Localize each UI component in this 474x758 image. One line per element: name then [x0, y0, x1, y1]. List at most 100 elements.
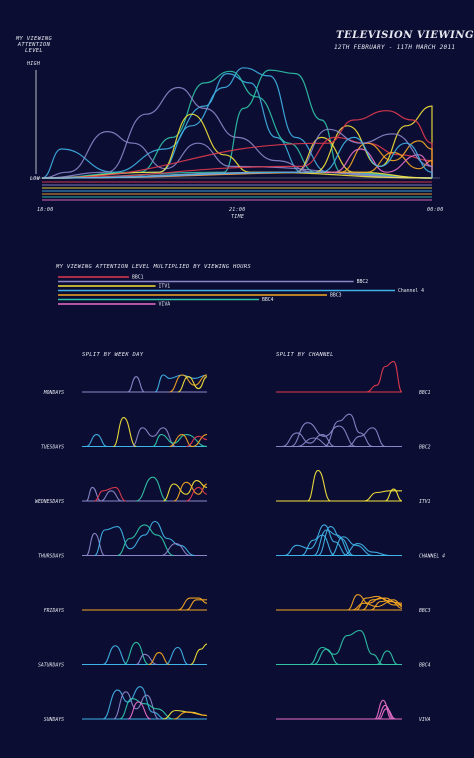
- series-line-itv1: [41, 113, 433, 179]
- weekday-split-title: SPLIT BY WEEK DAY: [82, 352, 144, 358]
- panel-series-bbc3: [351, 600, 403, 611]
- panel-series-bbc2: [85, 486, 122, 502]
- panel-series-itv1: [190, 643, 208, 666]
- panel-series-channel-4: [94, 520, 195, 557]
- panel-label-mondays: MONDAYS: [43, 390, 64, 396]
- bar-label-viva: VIVA: [159, 302, 171, 308]
- panel-series-bbc1: [186, 435, 208, 448]
- panel-series-channel-4: [330, 536, 373, 557]
- bar-label-bbc2: BBC2: [357, 279, 369, 285]
- panel-label-bbc2: BBC2: [419, 445, 431, 451]
- bar-label-bbc1: BBC1: [132, 275, 144, 281]
- panel-series-bbc3: [177, 597, 208, 611]
- panel-series-bbc4: [123, 641, 149, 666]
- bar-chart: BBC1 BBC2 ITV1 Channel 4 BBC3 BBC4 VIVA: [58, 275, 424, 308]
- panel-label-fridays: FRIDAYS: [44, 608, 64, 614]
- panel-series-bbc2: [85, 532, 106, 557]
- panel-series-bbc3: [169, 374, 208, 393]
- y-tick-low: LOW: [30, 176, 40, 182]
- series-line-bbc2: [41, 128, 433, 179]
- panel-series-bbc3: [347, 594, 402, 611]
- chart-title: TELEVISION VIEWING: [336, 30, 474, 41]
- panel-series-bbc2: [347, 427, 386, 448]
- panel-label-sundays: SUNDAYS: [44, 717, 64, 723]
- panel-series-itv1: [177, 376, 208, 393]
- panel-series-bbc1: [94, 486, 126, 502]
- x-tick-label: 21:00: [229, 207, 246, 213]
- main-y-axis-label: MY VIEWING ATTENTION LEVEL: [15, 36, 53, 54]
- series-line-channel-4: [41, 72, 433, 179]
- bar-chart-title: MY VIEWING ATTENTION LEVEL MULTIPLIED BY…: [56, 264, 252, 270]
- x-tick-label: 18:00: [37, 207, 54, 213]
- bar-label-bbc4: BBC4: [262, 297, 274, 303]
- panel-series-itv1: [163, 709, 208, 720]
- panel-series-bbc3: [186, 599, 207, 611]
- series-line-bbc1: [41, 136, 433, 179]
- series-line-bbc1: [41, 110, 433, 179]
- panel-series-viva: [127, 701, 151, 720]
- panel-series-bbc4: [136, 476, 168, 502]
- panel-series-channel-4: [154, 374, 208, 393]
- panel-series-channel-4: [102, 686, 166, 720]
- panel-series-channel-4: [284, 534, 335, 557]
- panel-series-bbc2: [290, 422, 356, 448]
- series-line-channel-4: [41, 136, 433, 179]
- panel-series-bbc1: [186, 486, 208, 502]
- panel-series-bbc4: [117, 524, 174, 557]
- x-tick-label: 00:00: [427, 207, 444, 213]
- panel-series-viva: [376, 704, 394, 720]
- channel-split-title: SPLIT BY CHANNEL: [276, 352, 334, 358]
- panel-series-channel-4: [343, 543, 390, 557]
- panel-label-wednesdays: WEDNESDAYS: [35, 499, 64, 505]
- panel-label-itv1: ITV1: [419, 499, 431, 505]
- panel-label-tuesdays: TUESDAYS: [41, 445, 64, 451]
- panel-series-bbc2: [296, 437, 331, 448]
- panel-series-bbc3: [148, 652, 170, 666]
- panel-series-bbc4: [119, 698, 174, 720]
- panel-series-itv1: [112, 417, 137, 448]
- panel-series-bbc2: [131, 427, 176, 448]
- bar-label-bbc3: BBC3: [330, 293, 342, 299]
- panel-series-bbc2: [161, 543, 191, 557]
- main-x-axis-label: TIME: [231, 214, 245, 220]
- panel-series-bbc3: [173, 711, 208, 720]
- panel-label-bbc3: BBC3: [419, 608, 431, 614]
- panel-series-viva: [374, 699, 392, 720]
- panel-label-bbc4: BBC4: [419, 663, 431, 669]
- panel-series-bbc3: [370, 599, 403, 611]
- series-line-bbc3: [41, 151, 433, 179]
- panel-label-thursdays: THURSDAYS: [38, 554, 64, 560]
- panel-series-bbc4: [309, 629, 384, 666]
- panel-series-channel-4: [165, 646, 189, 666]
- panel-series-bbc1: [366, 360, 403, 393]
- panel-series-channel-4: [301, 524, 348, 557]
- panel-label-viva: VIVA: [419, 717, 431, 723]
- panel-series-bbc2: [136, 653, 158, 666]
- bar-label-channel-4: Channel 4: [398, 288, 424, 294]
- panel-label-saturdays: SATURDAYS: [38, 663, 64, 669]
- panel-series-bbc2: [127, 376, 145, 393]
- panel-series-bbc4: [376, 650, 398, 666]
- panel-series-itv1: [163, 480, 208, 502]
- panel-series-channel-4: [317, 526, 354, 557]
- panel-label-channel-4: CHANNEL 4: [419, 554, 445, 560]
- panel-series-channel-4: [102, 645, 128, 666]
- panel-series-bbc2: [282, 432, 335, 448]
- chart-subtitle: 12TH FEBRUARY - 11TH MARCH 2011: [334, 44, 456, 51]
- panel-series-itv1: [385, 488, 403, 502]
- panel-series-bbc3: [169, 434, 208, 448]
- panel-series-bbc2: [113, 691, 160, 720]
- panel-series-bbc2: [324, 413, 373, 448]
- channel-small-multiples: BBC1 BBC2 ITV1 CHANNEL 4 BBC3 BBC4 VIVA: [276, 360, 445, 723]
- panel-series-viva: [378, 708, 396, 720]
- y-tick-high: HIGH: [27, 61, 41, 67]
- series-line-bbc2: [41, 130, 433, 179]
- panel-series-bbc3: [173, 481, 208, 502]
- weekday-small-multiples: MONDAYS TUESDAYS WEDNESDAYS THURSDAYS FRIDAY…: [35, 374, 208, 723]
- panel-series-channel-4: [86, 434, 108, 448]
- main-line-chart: [30, 67, 440, 201]
- panel-series-bbc4: [313, 648, 340, 666]
- panel-label-bbc1: BBC1: [419, 390, 431, 396]
- panel-series-channel-4: [313, 529, 352, 557]
